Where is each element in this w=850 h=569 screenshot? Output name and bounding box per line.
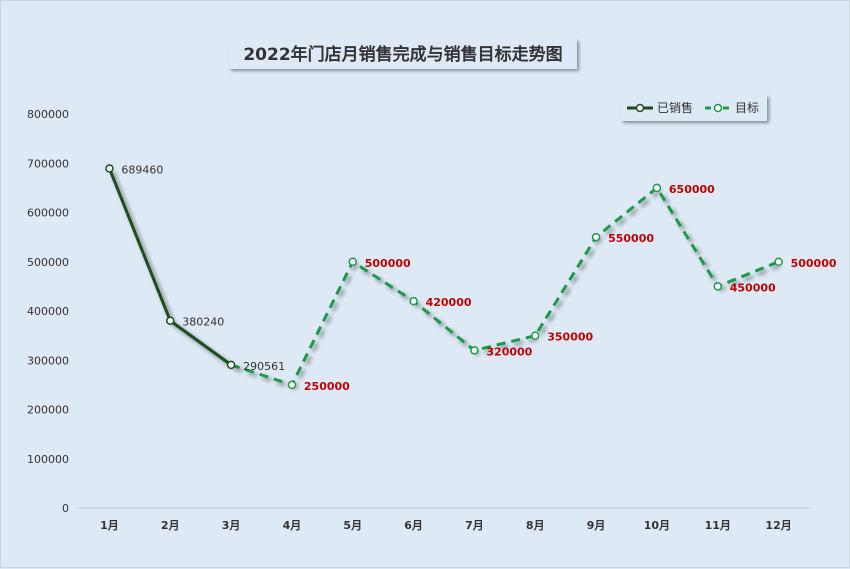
y-tick-label: 300000: [27, 354, 69, 367]
y-tick-label: 700000: [27, 157, 69, 170]
chart-title: 2022年门店月销售完成与销售目标走势图: [243, 44, 562, 65]
x-tick-label: 10月: [644, 519, 670, 532]
target-point: [713, 282, 722, 291]
legend-marker-actual: [635, 103, 645, 113]
data-label-target: 650000: [669, 183, 715, 196]
data-label-actual: 689460: [121, 163, 163, 176]
y-tick-label: 200000: [27, 404, 69, 417]
x-tick-label: 3月: [222, 519, 241, 532]
y-axis-ticks: 0 100000 200000 300000 400000 500000 600000 700…: [27, 108, 69, 515]
target-point: [531, 331, 540, 340]
x-axis-ticks: 1月 2月 3月 4月 5月 6月 7月 8月 9月 10月 11月 12月: [100, 519, 792, 532]
y-tick-label: 100000: [27, 453, 69, 466]
data-label-target: 320000: [486, 345, 532, 358]
series-target: [230, 186, 780, 387]
data-label-target: 250000: [304, 380, 350, 393]
data-label-target: 500000: [791, 257, 837, 270]
target-point: [591, 232, 601, 242]
y-tick-label: 800000: [27, 108, 69, 121]
target-point: [652, 183, 662, 193]
legend-label-target: 目标: [735, 101, 759, 115]
legend-marker-target: [713, 103, 723, 113]
x-tick-label: 12月: [765, 519, 791, 532]
legend-label-actual: 已销售: [657, 100, 693, 115]
actual-point: [105, 164, 114, 173]
data-label-target: 500000: [365, 257, 411, 270]
x-tick-label: 2月: [161, 519, 180, 532]
actual-line: [108, 167, 232, 367]
data-labels: 689460 380240 290561 250000 500000 420000 3200…: [121, 163, 836, 392]
chart-title-group: 2022年门店月销售完成与销售目标走势图: [229, 39, 577, 69]
data-label-target: 350000: [547, 331, 593, 344]
actual-point: [226, 360, 236, 370]
x-tick-label: 6月: [404, 519, 423, 532]
data-label-actual: 290561: [243, 360, 285, 373]
y-tick-label: 400000: [27, 305, 69, 318]
x-tick-label: 8月: [526, 519, 545, 532]
actual-point: [166, 316, 175, 325]
point-markers: [105, 164, 783, 390]
series-actual: [108, 167, 232, 367]
x-tick-label: 1月: [100, 519, 119, 532]
y-tick-label: 500000: [27, 256, 69, 269]
x-tick-label: 4月: [283, 519, 302, 532]
target-line: [230, 186, 780, 387]
y-tick-label: 0: [62, 502, 69, 515]
chart-title-box: [229, 39, 577, 69]
data-label-target: 420000: [426, 296, 472, 309]
x-tick-label: 9月: [587, 519, 606, 532]
data-label-target: 550000: [608, 232, 654, 245]
data-label-actual: 380240: [182, 316, 224, 329]
target-point: [409, 296, 418, 306]
data-label-target: 450000: [730, 281, 776, 294]
target-point: [774, 257, 783, 266]
y-tick-label: 600000: [27, 207, 69, 220]
target-point: [287, 380, 297, 390]
legend: 已销售 目标: [621, 95, 767, 121]
target-point: [348, 257, 357, 266]
x-tick-label: 11月: [705, 519, 731, 532]
target-point: [470, 346, 479, 355]
x-tick-label: 5月: [343, 519, 362, 532]
x-tick-label: 7月: [465, 519, 484, 532]
